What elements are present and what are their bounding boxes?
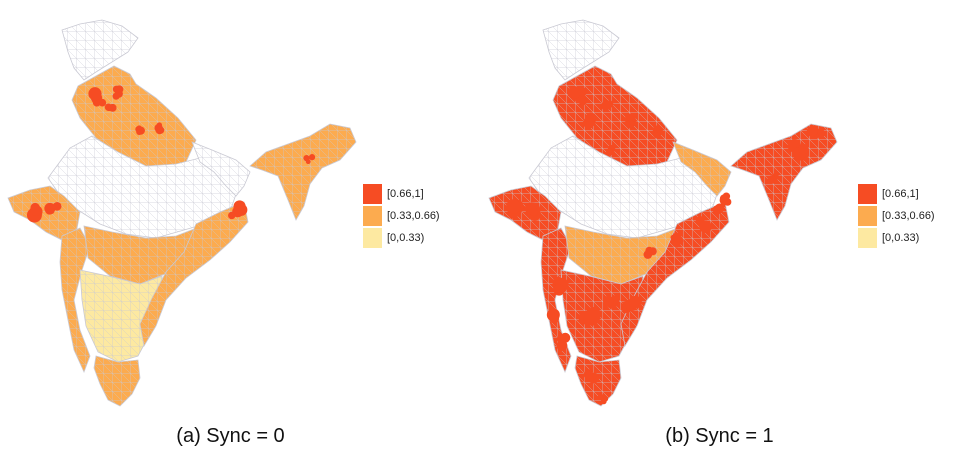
hotspot-district (628, 295, 642, 309)
legend-swatch-mid (363, 206, 382, 226)
legend-label-low: [0,0.33) (387, 232, 425, 244)
district-borders (80, 270, 162, 362)
district-borders (140, 202, 248, 346)
india-district-map (7, 19, 357, 407)
district-borders (529, 136, 721, 238)
hotspot-district (605, 100, 614, 109)
hotspot-district (714, 203, 725, 213)
district-borders (84, 226, 212, 284)
hotspot-district (645, 251, 652, 259)
hotspot-district (798, 143, 809, 155)
hotspot-district (653, 132, 660, 139)
hotspot-district (806, 125, 818, 137)
hotspot-district (136, 125, 142, 131)
hotspot-district (625, 119, 635, 129)
legend-item-mid: [0.33,0.66) (363, 205, 440, 227)
district-borders (62, 20, 138, 80)
legend-item-mid: [0.33,0.66) (858, 205, 935, 227)
legend-item-low: [0,0.33) (858, 227, 935, 249)
hotspot-district (88, 87, 102, 101)
district-borders (543, 20, 619, 80)
panel-caption: (b) Sync = 1 (665, 425, 774, 447)
hotspot-district (112, 92, 120, 100)
hotspot-district (136, 128, 143, 136)
legend-item-low: [0,0.33) (363, 227, 440, 249)
hotspot-district (672, 232, 682, 242)
district-borders (731, 124, 837, 220)
hotspot-district (506, 199, 521, 214)
hotspot-district (767, 175, 777, 184)
hotspot-district (577, 87, 587, 97)
hotspot-district (723, 198, 732, 206)
hotspot-district (560, 332, 571, 343)
district-borders (489, 186, 561, 240)
hotspot-district (567, 86, 581, 100)
legend-swatch-low (363, 228, 382, 248)
hotspot-district (582, 117, 595, 129)
legend-label-mid: [0.33,0.66) (387, 210, 440, 222)
hotspot-district (583, 309, 601, 326)
hotspot-district (308, 154, 316, 161)
hotspot-district (112, 85, 121, 93)
hotspot-district (549, 313, 560, 324)
hotspot-district (108, 103, 117, 112)
hotspot-district (556, 340, 568, 351)
legend-item-high: [0.66,1] (858, 183, 935, 205)
hotspot-district (699, 220, 712, 233)
district-borders (48, 136, 240, 238)
hotspot-district (529, 207, 539, 217)
legend-label-high: [0.66,1] (882, 188, 919, 200)
india-district-map (488, 19, 838, 407)
legend-label-mid: [0.33,0.66) (882, 210, 935, 222)
hotspot-district (30, 204, 42, 216)
district-borders (673, 142, 731, 196)
hotspot-district (553, 284, 565, 296)
legend-swatch-high (363, 184, 382, 204)
hotspot-district (600, 398, 607, 405)
legend-label-low: [0,0.33) (882, 232, 920, 244)
panel-sync-1: [0.66,1] [0.33,0.66) [0,0.33) (b) Sync =… (481, 0, 962, 463)
panel-sync-0: [0.66,1] [0.33,0.66) [0,0.33) (a) Sync =… (7, 19, 440, 447)
hotspot-district (47, 207, 55, 215)
district-borders (541, 228, 571, 372)
legend-label-high: [0.66,1] (387, 188, 424, 200)
district-borders (72, 66, 196, 170)
hotspot-district (597, 393, 605, 401)
hotspot-district (606, 148, 613, 156)
district-borders (250, 124, 356, 220)
legend: [0.66,1] [0.33,0.66) [0,0.33) (363, 183, 440, 249)
district-borders (192, 142, 250, 196)
district-borders (94, 356, 140, 406)
hotspot-district (228, 211, 236, 220)
district-borders (561, 270, 643, 362)
hotspot-district (583, 370, 593, 380)
legend-swatch-mid (858, 206, 877, 226)
hotspot-district (305, 159, 311, 165)
legend: [0.66,1] [0.33,0.66) [0,0.33) (858, 183, 935, 249)
hotspot-district (602, 295, 614, 307)
panel-caption: (a) Sync = 0 (176, 425, 285, 447)
hotspot-district (235, 203, 248, 216)
district-borders (60, 228, 90, 372)
district-borders (621, 202, 729, 346)
legend-item-high: [0.66,1] (363, 183, 440, 205)
district-borders (8, 186, 80, 240)
hotspot-district (154, 123, 163, 133)
legend-swatch-low (858, 228, 877, 248)
legend-swatch-high (858, 184, 877, 204)
district-borders (565, 226, 693, 284)
